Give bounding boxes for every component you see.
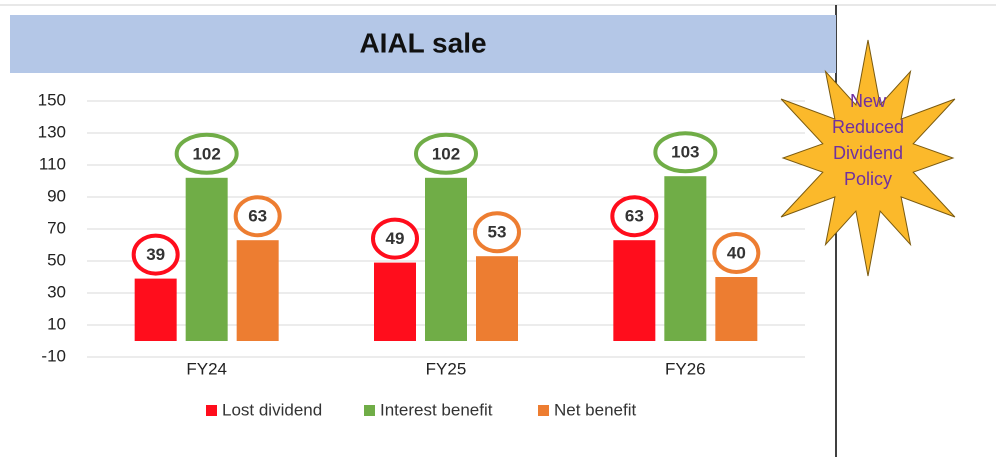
legend-swatch bbox=[538, 405, 549, 416]
data-label: 53 bbox=[488, 223, 507, 242]
legend-label: Net benefit bbox=[554, 400, 636, 419]
bar bbox=[476, 256, 518, 341]
label-circle bbox=[174, 132, 239, 175]
x-tick-label: FY24 bbox=[186, 359, 227, 378]
bar bbox=[613, 240, 656, 341]
y-tick-label: 110 bbox=[39, 154, 66, 173]
y-tick-label: 50 bbox=[47, 250, 66, 269]
label-circle bbox=[712, 232, 761, 274]
label-circle bbox=[610, 195, 659, 238]
bar bbox=[374, 262, 416, 341]
legend-swatch bbox=[206, 405, 217, 416]
bar bbox=[134, 278, 177, 341]
y-tick-label: -10 bbox=[41, 346, 66, 365]
chart-title: AIAL sale bbox=[359, 27, 486, 58]
bar bbox=[185, 177, 228, 341]
label-circle bbox=[233, 195, 282, 238]
data-label: 39 bbox=[146, 245, 165, 264]
data-label: 63 bbox=[625, 207, 644, 226]
data-label: 63 bbox=[248, 207, 267, 226]
x-tick-label: FY26 bbox=[665, 359, 706, 378]
title-banner bbox=[10, 15, 836, 73]
label-circle bbox=[473, 211, 521, 254]
y-tick-label: 10 bbox=[47, 314, 66, 333]
legend-swatch bbox=[364, 405, 375, 416]
y-tick-label: 90 bbox=[47, 186, 66, 205]
annotation: Reduced bbox=[832, 117, 904, 137]
label-circle bbox=[131, 233, 180, 276]
bar bbox=[236, 240, 279, 341]
data-label: 102 bbox=[432, 144, 460, 163]
legend-label: Lost dividend bbox=[222, 400, 322, 419]
bar bbox=[715, 277, 758, 341]
annotation: Dividend bbox=[833, 143, 903, 163]
bar bbox=[664, 176, 707, 341]
data-label: 40 bbox=[727, 243, 746, 262]
annotation: Policy bbox=[844, 169, 892, 189]
bar bbox=[425, 177, 467, 341]
data-label: 102 bbox=[192, 144, 220, 163]
y-tick-label: 130 bbox=[38, 122, 66, 141]
label-circle bbox=[653, 131, 718, 174]
y-tick-label: 30 bbox=[47, 282, 66, 301]
data-label: 103 bbox=[671, 143, 699, 162]
data-label: 49 bbox=[386, 229, 405, 248]
x-tick-label: FY25 bbox=[426, 359, 467, 378]
label-circle bbox=[414, 132, 478, 175]
y-tick-label: 150 bbox=[38, 90, 66, 109]
annotation: New bbox=[850, 91, 887, 111]
label-circle bbox=[371, 217, 419, 260]
y-tick-label: 70 bbox=[47, 218, 66, 237]
starburst bbox=[780, 39, 956, 277]
legend-label: Interest benefit bbox=[380, 400, 493, 419]
